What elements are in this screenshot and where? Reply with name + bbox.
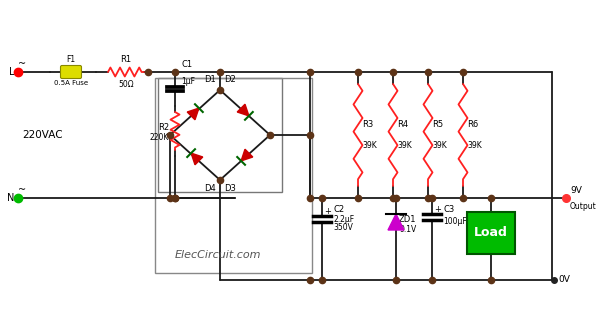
Text: 1µF: 1µF bbox=[181, 77, 195, 86]
Bar bbox=[155, 78, 312, 273]
Text: R4: R4 bbox=[397, 120, 408, 129]
Text: R3: R3 bbox=[362, 120, 373, 129]
Text: D2: D2 bbox=[224, 75, 236, 84]
Text: D1: D1 bbox=[204, 75, 216, 84]
Text: ~: ~ bbox=[18, 59, 26, 69]
Text: D4: D4 bbox=[204, 184, 216, 193]
Text: 9.1V: 9.1V bbox=[399, 225, 416, 235]
Text: R2: R2 bbox=[158, 123, 169, 133]
Text: +: + bbox=[324, 207, 331, 215]
Polygon shape bbox=[191, 153, 203, 165]
Text: 39K: 39K bbox=[397, 141, 412, 149]
Text: F1: F1 bbox=[67, 55, 76, 64]
Text: 9V: 9V bbox=[570, 186, 582, 195]
Text: R6: R6 bbox=[467, 120, 478, 129]
Bar bbox=[158, 78, 282, 192]
Text: Load: Load bbox=[474, 226, 508, 240]
Text: 39K: 39K bbox=[467, 141, 482, 149]
Text: 0V: 0V bbox=[558, 276, 570, 284]
Text: R5: R5 bbox=[432, 120, 443, 129]
Text: ~: ~ bbox=[18, 185, 26, 195]
Text: C1: C1 bbox=[181, 60, 192, 69]
Text: 100µF: 100µF bbox=[443, 216, 467, 225]
Text: 350V: 350V bbox=[333, 223, 353, 233]
Text: 220VAC: 220VAC bbox=[22, 130, 62, 140]
Polygon shape bbox=[241, 149, 253, 161]
Polygon shape bbox=[187, 108, 199, 120]
Polygon shape bbox=[237, 104, 249, 116]
Text: 39K: 39K bbox=[362, 141, 377, 149]
Text: Output: Output bbox=[570, 202, 597, 211]
Text: ZD1: ZD1 bbox=[399, 215, 416, 224]
Text: +: + bbox=[434, 205, 441, 214]
Text: 39K: 39K bbox=[432, 141, 447, 149]
Text: C2: C2 bbox=[333, 205, 344, 214]
Bar bbox=[467, 212, 515, 254]
Text: L: L bbox=[8, 67, 14, 77]
Text: R1: R1 bbox=[121, 55, 131, 64]
Text: 0.5A Fuse: 0.5A Fuse bbox=[54, 80, 88, 86]
Text: C3: C3 bbox=[443, 205, 454, 214]
Text: 2.2µF: 2.2µF bbox=[333, 215, 354, 224]
Text: 220K: 220K bbox=[149, 134, 169, 143]
Text: D3: D3 bbox=[224, 184, 236, 193]
Text: ElecCircuit.com: ElecCircuit.com bbox=[175, 250, 262, 260]
Polygon shape bbox=[388, 214, 404, 230]
Text: N: N bbox=[7, 193, 14, 203]
Text: 50Ω: 50Ω bbox=[118, 80, 134, 89]
FancyBboxPatch shape bbox=[61, 65, 82, 79]
